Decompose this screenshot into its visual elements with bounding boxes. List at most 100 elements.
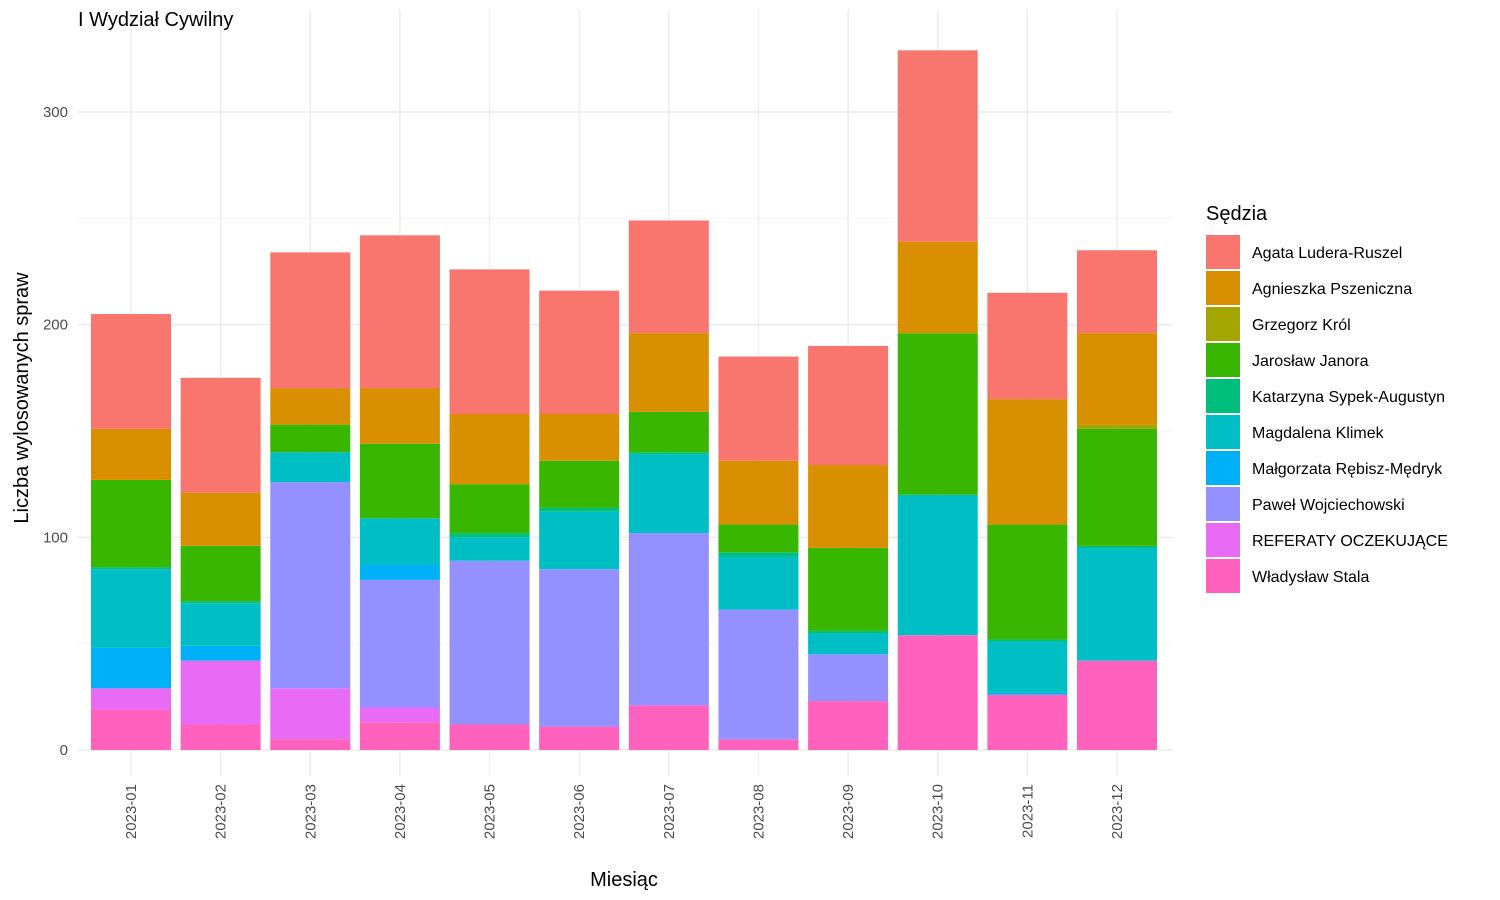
bar-segment bbox=[270, 252, 351, 389]
bar-segment bbox=[808, 633, 889, 655]
bar-segment bbox=[539, 290, 620, 414]
x-tick-label: 2023-01 bbox=[123, 784, 140, 839]
x-tick-label: 2023-04 bbox=[392, 784, 409, 839]
bar-segment bbox=[270, 452, 351, 483]
bar-segment bbox=[1077, 660, 1157, 750]
bar-segment bbox=[987, 692, 1068, 695]
bar-segment bbox=[449, 533, 530, 538]
x-tick-label: 2023-05 bbox=[482, 784, 499, 839]
bar-segment bbox=[539, 569, 620, 727]
bar-segment bbox=[359, 564, 440, 580]
bar-segment bbox=[180, 603, 261, 646]
legend-label: Paweł Wojciechowski bbox=[1252, 497, 1405, 514]
bar-segment bbox=[359, 707, 440, 723]
bar-segment bbox=[91, 314, 171, 429]
y-tick-label: 100 bbox=[43, 529, 68, 546]
x-tick-label: 2023-10 bbox=[930, 784, 947, 839]
bar-segment bbox=[1077, 428, 1157, 546]
legend-label: Małgorzata Rębisz-Mędryk bbox=[1252, 461, 1443, 478]
legend: Sędzia Agata Ludera-Ruszel Agnieszka Psze… bbox=[1206, 203, 1448, 593]
bar-segment bbox=[180, 724, 261, 750]
bar-segment bbox=[180, 377, 261, 493]
bar-segment bbox=[359, 235, 440, 389]
bar-segment bbox=[718, 556, 799, 610]
bar-segment bbox=[987, 292, 1068, 400]
bar-segment bbox=[359, 518, 440, 565]
legend-label: Magdalena Klimek bbox=[1252, 425, 1385, 442]
bar-segment bbox=[359, 443, 440, 519]
bar-segment bbox=[539, 460, 620, 508]
x-tick-label: 2023-02 bbox=[213, 784, 230, 839]
bar-segment bbox=[897, 50, 978, 242]
bar-segment bbox=[1077, 545, 1157, 548]
legend-label: Jarosław Janora bbox=[1252, 353, 1369, 370]
legend-label: Katarzyna Sypek-Augustyn bbox=[1252, 389, 1445, 406]
bar-segment bbox=[180, 601, 261, 604]
bar-segment bbox=[449, 724, 530, 750]
bar-segment bbox=[897, 241, 978, 334]
bar-segment bbox=[718, 524, 799, 553]
bar-segment bbox=[270, 739, 351, 750]
bar-segment bbox=[718, 356, 799, 461]
bar-segment bbox=[180, 492, 261, 546]
bar-segment bbox=[718, 609, 799, 740]
legend-swatch bbox=[1206, 307, 1240, 341]
bar-segment bbox=[808, 547, 889, 631]
bar-segment bbox=[987, 694, 1068, 750]
x-tick-label: 2023-12 bbox=[1109, 784, 1126, 839]
bar-segment bbox=[808, 345, 889, 466]
bar-segment bbox=[628, 533, 709, 706]
bar-segment bbox=[270, 482, 351, 689]
legend-label: REFERATY OCZEKUJĄCE bbox=[1252, 533, 1448, 550]
legend-label: Agnieszka Pszeniczna bbox=[1252, 281, 1412, 298]
x-axis: 2023-01 2023-02 2023-03 2023-04 2023-05 2023-… bbox=[123, 784, 1126, 839]
legend-swatch bbox=[1206, 523, 1240, 557]
y-tick-label: 200 bbox=[43, 317, 68, 334]
bar-segment bbox=[808, 701, 889, 750]
bar-segment bbox=[1077, 333, 1157, 425]
bar-segment bbox=[628, 333, 709, 412]
bar-segment bbox=[539, 507, 620, 512]
bar-segment bbox=[449, 413, 530, 485]
bar-segment bbox=[539, 413, 620, 461]
bar-segment bbox=[359, 722, 440, 750]
bar-segment bbox=[897, 494, 978, 636]
bar-segment bbox=[359, 388, 440, 444]
x-axis-title: Miesiąc bbox=[590, 869, 658, 891]
bar-segment bbox=[359, 579, 440, 708]
bar-segment bbox=[897, 333, 978, 495]
bar-segment bbox=[91, 647, 171, 689]
bar-segment bbox=[91, 479, 171, 568]
bar-segment bbox=[91, 688, 171, 710]
legend-swatch bbox=[1206, 487, 1240, 521]
bar-segment bbox=[987, 641, 1068, 693]
bar-segment bbox=[539, 511, 620, 570]
x-tick-label: 2023-09 bbox=[840, 784, 857, 839]
bar-segment bbox=[987, 639, 1068, 642]
bars bbox=[91, 50, 1157, 750]
bar-segment bbox=[91, 569, 171, 648]
bar-segment bbox=[987, 524, 1068, 640]
y-axis: 0 100 200 300 bbox=[43, 104, 68, 759]
legend-swatch bbox=[1206, 235, 1240, 269]
bar-segment bbox=[270, 388, 351, 425]
bar-segment bbox=[628, 220, 709, 334]
bar-segment bbox=[91, 709, 171, 750]
bar-segment bbox=[449, 484, 530, 534]
legend-swatch bbox=[1206, 379, 1240, 413]
bar-segment bbox=[270, 688, 351, 740]
legend-label: Grzegorz Król bbox=[1252, 317, 1351, 334]
bar-segment bbox=[270, 424, 351, 453]
chart-title: I Wydział Cywilny bbox=[78, 9, 233, 31]
bar-segment bbox=[897, 635, 978, 750]
bar-segment bbox=[808, 465, 889, 548]
y-axis-title: Liczba wylosowanych spraw bbox=[11, 272, 33, 524]
bar-segment bbox=[718, 739, 799, 750]
legend-swatch bbox=[1206, 271, 1240, 305]
bar-segment bbox=[808, 630, 889, 634]
bar-segment bbox=[628, 411, 709, 453]
x-tick-label: 2023-11 bbox=[1019, 784, 1036, 838]
bar-segment bbox=[91, 428, 171, 480]
bar-segment bbox=[718, 552, 799, 557]
